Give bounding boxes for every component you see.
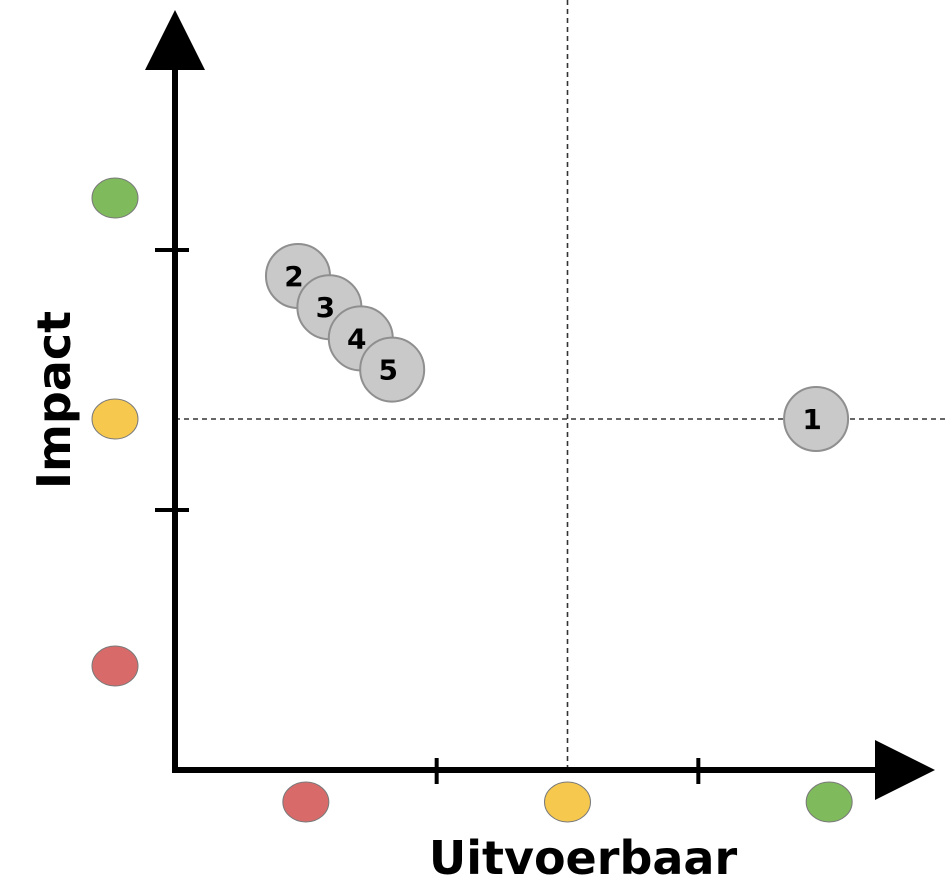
axis-ticks	[155, 248, 701, 784]
data-point-label: 5	[378, 354, 397, 387]
x-scale-marker-midden	[544, 781, 591, 823]
data-point-5: 5	[359, 336, 426, 403]
data-point-label: 4	[347, 322, 366, 355]
axes	[145, 10, 935, 800]
reference-lines	[175, 0, 945, 770]
scale-markers	[91, 177, 853, 823]
x-axis-title: Uitvoerbaar	[429, 831, 738, 885]
data-point-label: 1	[802, 403, 821, 436]
x-scale-marker-hoog	[805, 781, 853, 823]
data-point-label: 2	[284, 260, 303, 293]
y-scale-marker-laag	[91, 645, 139, 687]
data-point-marker	[359, 336, 426, 403]
x-scale-marker-laag	[282, 781, 330, 823]
y-scale-marker-hoog	[91, 177, 139, 219]
data-point-label: 3	[316, 291, 335, 324]
data-point-1: 1	[783, 386, 850, 452]
y-axis-title: Impact	[27, 311, 81, 489]
y-scale-marker-midden	[91, 398, 139, 440]
data-point-marker	[783, 386, 850, 452]
